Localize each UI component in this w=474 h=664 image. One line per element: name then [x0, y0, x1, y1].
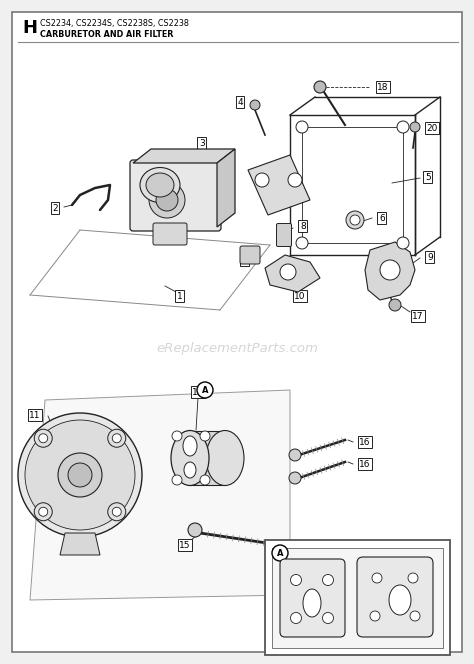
Circle shape: [372, 573, 382, 583]
FancyBboxPatch shape: [265, 540, 450, 655]
Circle shape: [280, 264, 296, 280]
Circle shape: [200, 431, 210, 441]
Circle shape: [25, 420, 135, 530]
Circle shape: [272, 545, 288, 561]
Text: 11: 11: [29, 410, 41, 420]
FancyBboxPatch shape: [280, 559, 345, 637]
Circle shape: [410, 122, 420, 132]
Polygon shape: [248, 155, 310, 215]
Circle shape: [370, 611, 380, 621]
Circle shape: [200, 475, 210, 485]
Circle shape: [397, 121, 409, 133]
Circle shape: [322, 574, 334, 586]
Circle shape: [156, 189, 178, 211]
FancyBboxPatch shape: [240, 246, 260, 264]
Circle shape: [389, 299, 401, 311]
Polygon shape: [265, 255, 320, 292]
Circle shape: [291, 574, 301, 586]
Circle shape: [39, 434, 48, 443]
Text: 19: 19: [294, 548, 306, 558]
Circle shape: [410, 611, 420, 621]
Circle shape: [408, 573, 418, 583]
Ellipse shape: [303, 589, 321, 617]
Polygon shape: [190, 431, 225, 485]
Circle shape: [68, 463, 92, 487]
Circle shape: [380, 260, 400, 280]
Text: 15: 15: [179, 540, 191, 550]
Circle shape: [58, 453, 102, 497]
Text: 16: 16: [359, 459, 371, 469]
Circle shape: [296, 237, 308, 249]
Circle shape: [34, 429, 52, 448]
Polygon shape: [133, 149, 235, 163]
Text: 6: 6: [379, 214, 385, 222]
Circle shape: [289, 449, 301, 461]
Text: 2: 2: [52, 203, 58, 212]
Circle shape: [18, 413, 142, 537]
Text: 8: 8: [300, 222, 306, 230]
Polygon shape: [217, 149, 235, 227]
Circle shape: [149, 182, 185, 218]
Text: 13: 13: [192, 388, 204, 396]
Text: 7: 7: [242, 256, 248, 264]
Text: A: A: [277, 548, 283, 558]
Ellipse shape: [183, 436, 197, 456]
Circle shape: [34, 503, 52, 521]
Circle shape: [314, 81, 326, 93]
Text: CS2234, CS2234S, CS2238S, CS2238: CS2234, CS2234S, CS2238S, CS2238: [40, 19, 189, 27]
Text: CARBURETOR AND AIR FILTER: CARBURETOR AND AIR FILTER: [40, 29, 173, 39]
Ellipse shape: [184, 462, 196, 478]
Circle shape: [172, 475, 182, 485]
Text: 9: 9: [427, 252, 433, 262]
FancyBboxPatch shape: [357, 557, 433, 637]
Ellipse shape: [389, 585, 411, 615]
Circle shape: [188, 523, 202, 537]
FancyBboxPatch shape: [276, 224, 292, 246]
Polygon shape: [365, 242, 415, 300]
Circle shape: [346, 211, 364, 229]
Circle shape: [250, 100, 260, 110]
Text: 3: 3: [199, 139, 205, 147]
Circle shape: [197, 382, 213, 398]
Polygon shape: [30, 390, 290, 600]
Text: 17: 17: [412, 311, 424, 321]
Circle shape: [112, 434, 121, 443]
Text: 10: 10: [294, 291, 306, 301]
Ellipse shape: [206, 430, 244, 485]
FancyBboxPatch shape: [130, 160, 221, 231]
Circle shape: [39, 507, 48, 517]
Circle shape: [350, 215, 360, 225]
Text: H: H: [22, 19, 37, 37]
Text: 16: 16: [359, 438, 371, 446]
Text: 4: 4: [237, 98, 243, 106]
Circle shape: [397, 237, 409, 249]
Circle shape: [255, 173, 269, 187]
Ellipse shape: [146, 173, 174, 197]
Circle shape: [112, 507, 121, 517]
Polygon shape: [60, 533, 100, 555]
Circle shape: [291, 612, 301, 623]
Ellipse shape: [140, 167, 180, 203]
FancyBboxPatch shape: [153, 223, 187, 245]
FancyBboxPatch shape: [272, 548, 443, 648]
Circle shape: [108, 429, 126, 448]
Text: 5: 5: [425, 173, 431, 181]
Circle shape: [289, 472, 301, 484]
Circle shape: [172, 431, 182, 441]
Text: 18: 18: [377, 82, 389, 92]
Text: A: A: [202, 386, 208, 394]
Text: 20: 20: [426, 124, 438, 133]
Ellipse shape: [171, 430, 209, 485]
Text: eReplacementParts.com: eReplacementParts.com: [156, 341, 318, 355]
Circle shape: [322, 612, 334, 623]
Circle shape: [108, 503, 126, 521]
Circle shape: [296, 121, 308, 133]
Text: 1: 1: [177, 291, 183, 301]
Circle shape: [288, 173, 302, 187]
